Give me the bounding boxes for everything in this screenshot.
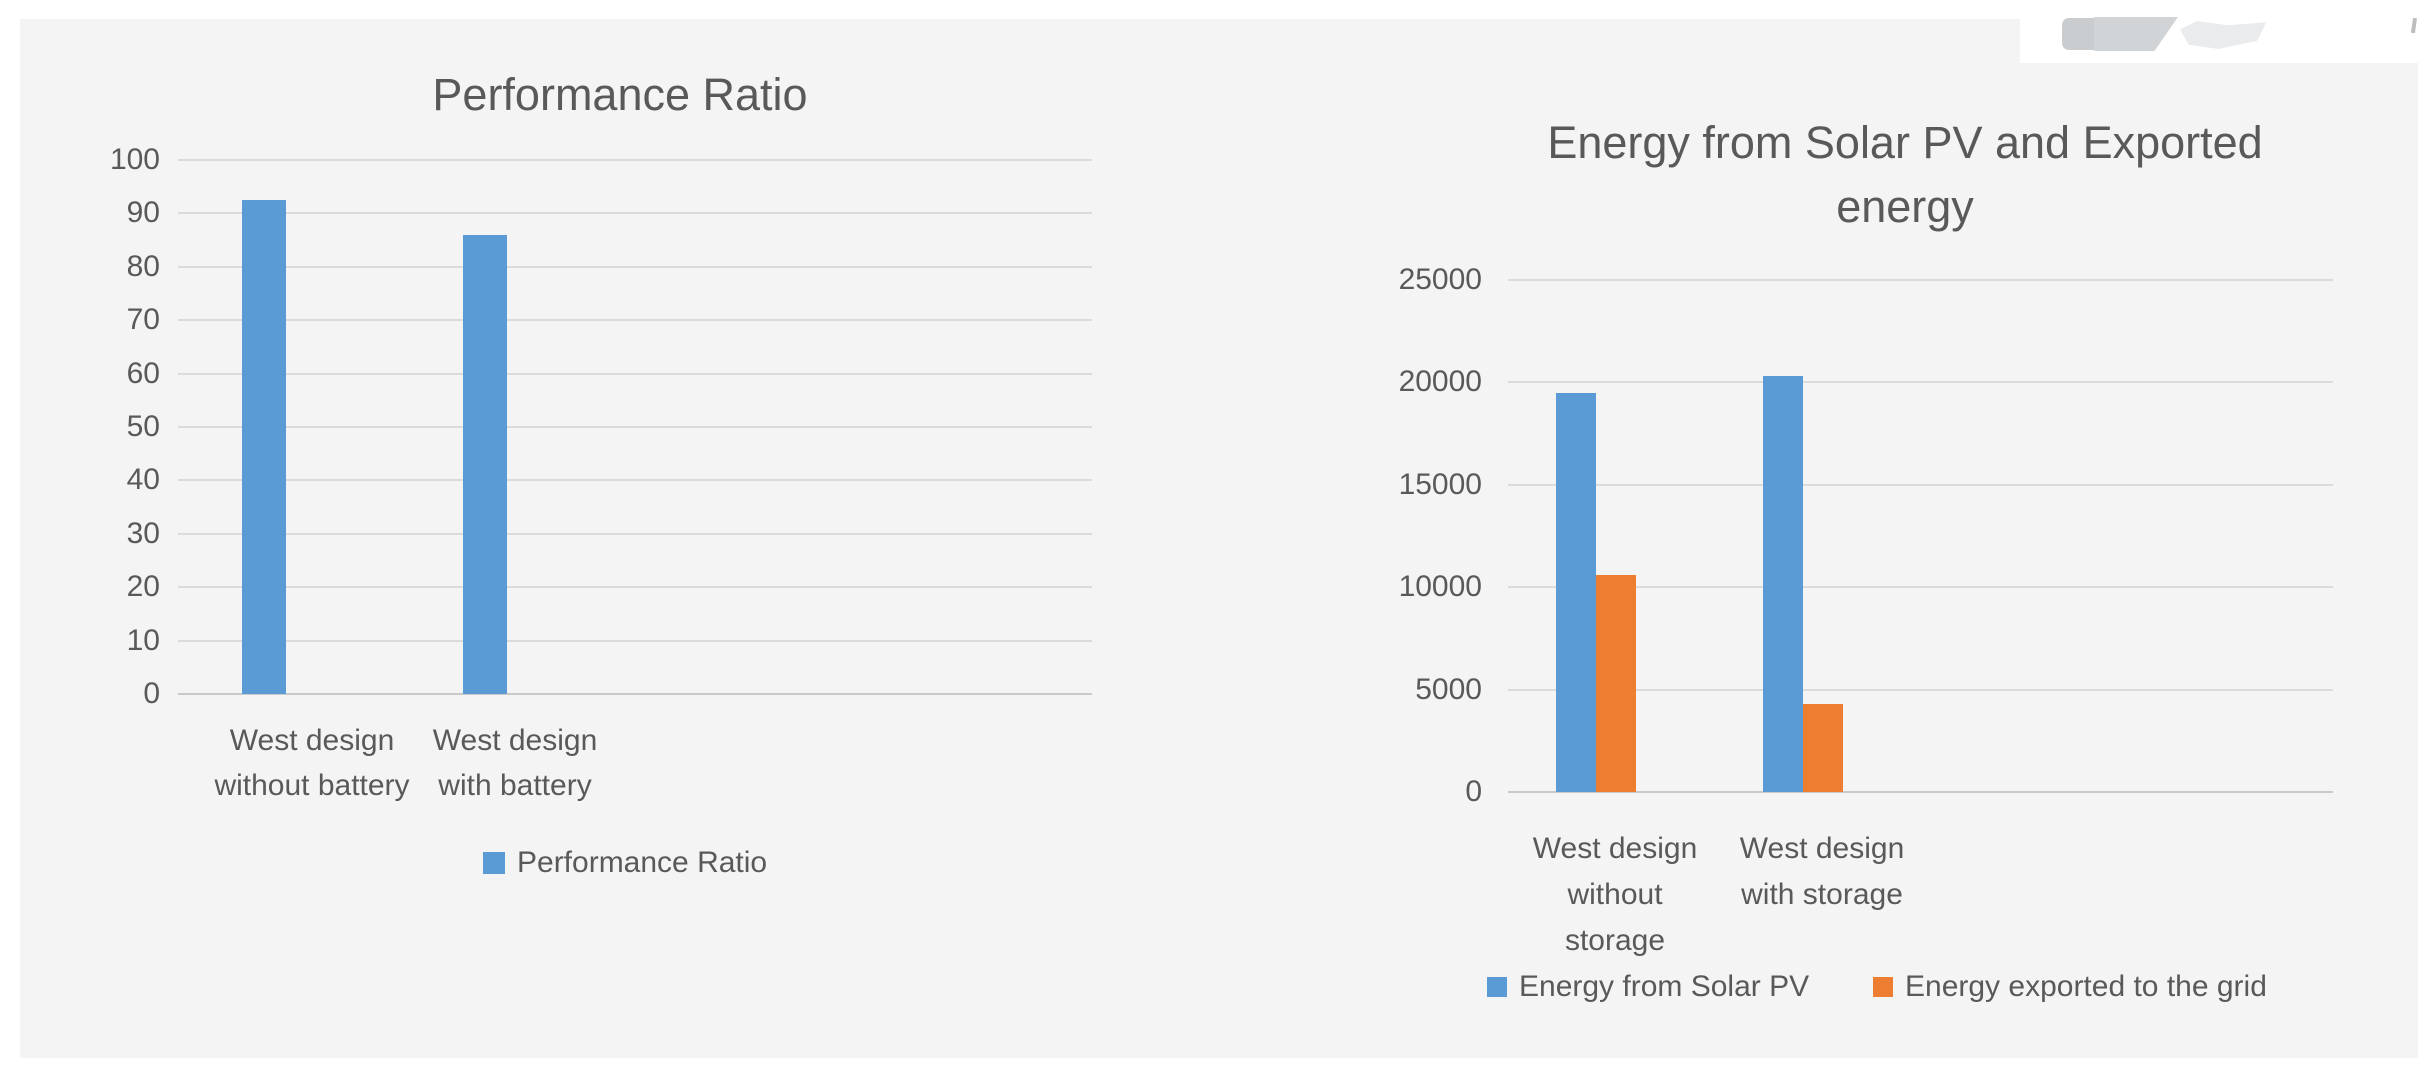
artifact-shape [2062,18,2096,50]
artifact-shape [2180,21,2266,49]
artifact-shape [2410,17,2418,34]
worksheet-panel [20,19,2418,1058]
screenshot-artifact-strip [2020,15,2436,63]
artifact-shape [2094,17,2178,51]
